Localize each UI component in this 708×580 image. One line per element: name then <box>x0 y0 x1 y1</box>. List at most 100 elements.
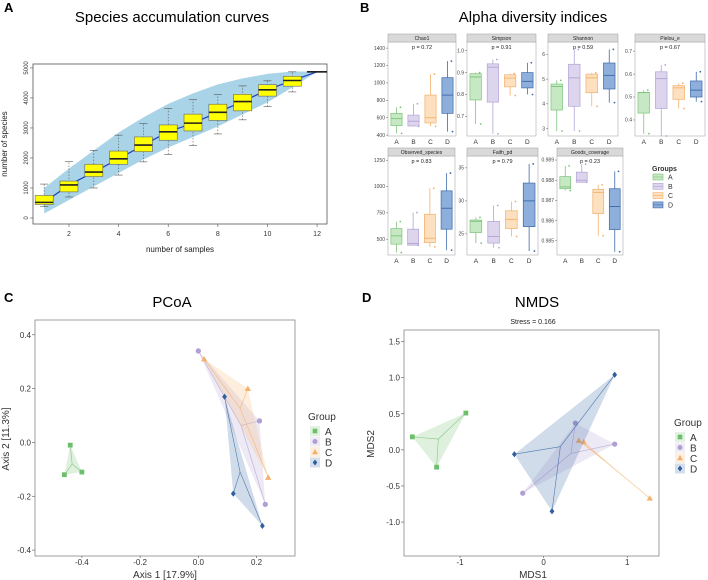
data-point <box>495 58 498 61</box>
legend-label: B <box>668 184 673 191</box>
x-tick-label: B <box>659 139 663 146</box>
x-tick-label: 12 <box>313 231 321 238</box>
group-hull <box>514 374 615 512</box>
y-tick-label: 0 <box>24 216 30 220</box>
x-tick-label: C <box>428 139 433 146</box>
data-point <box>532 163 535 165</box>
box-c <box>504 74 517 88</box>
box-a <box>559 176 572 190</box>
x-tick-label: D <box>445 139 450 146</box>
point-triangle <box>677 455 683 461</box>
point-diamond <box>612 371 618 378</box>
spider-line <box>438 412 467 440</box>
chart-title-a: Species accumulation curves <box>75 9 269 26</box>
box <box>84 163 104 177</box>
facet-strip <box>387 147 456 157</box>
data-point <box>568 165 570 167</box>
y-tick-label: 1250 <box>374 158 385 164</box>
y-axis-label-a: number of species <box>0 111 9 176</box>
data-point <box>699 70 702 73</box>
x-tick-label: A <box>474 258 479 265</box>
facet-title: Observed_species <box>401 150 443 156</box>
group-hull <box>64 445 82 475</box>
accumulation-chart: 2 4 6 8 10 12 0 1000 2000 3000 4000 5000 <box>24 61 328 238</box>
data-point <box>433 73 436 76</box>
series-c <box>201 355 272 480</box>
spider-line <box>198 350 242 426</box>
x-tick-label: B <box>411 139 415 146</box>
box-d <box>690 80 703 98</box>
spider-line <box>436 439 439 468</box>
x-tick-label: -0.2 <box>133 558 147 567</box>
legend-label: A <box>690 433 697 444</box>
facet-faith-pd: Faith_pdp = 0.79 25 30 35 A B C D <box>458 147 539 265</box>
legend-title-d: Group <box>674 418 702 429</box>
facet-strip <box>387 33 457 43</box>
data-point <box>450 60 453 63</box>
box-d <box>603 62 616 90</box>
y-tick-label: 0.6 <box>625 72 632 78</box>
panel-label-d: D <box>362 290 371 305</box>
legend-item-a: A <box>310 426 332 438</box>
x-tick-label: B <box>411 258 415 265</box>
x-tick-label: B <box>491 258 495 265</box>
point-diamond <box>230 490 236 497</box>
y-tick-label: -0.2 <box>17 492 31 501</box>
point-square <box>312 428 318 434</box>
box-c <box>592 188 605 214</box>
x-tick-label: A <box>642 139 647 146</box>
x-tick-label: 0.0 <box>193 558 205 567</box>
data-point <box>479 123 482 125</box>
series-d <box>511 371 618 515</box>
y-tick-label: 5 <box>542 77 545 83</box>
panel-b: B Alpha diversity indices Chao1 p = 0.72 4… <box>360 0 706 265</box>
point-square <box>409 434 415 440</box>
x-tick-label: A <box>394 139 399 146</box>
y-tick-label: 500 <box>377 237 386 243</box>
data-point <box>602 234 605 237</box>
point-circle <box>612 441 618 447</box>
box-d <box>521 72 534 89</box>
point-diamond <box>677 465 683 472</box>
facet-simpson: Simpson p = 0.91 0.7 0.8 0.9 1.0 A B C D <box>457 33 537 146</box>
point-circle <box>520 490 526 496</box>
y-tick-label: 1.0 <box>457 48 464 54</box>
chart-title-b: Alpha diversity indices <box>459 9 607 26</box>
facet-chao1: Chao1 p = 0.72 400 600 800 1000 1200 1400 A B C D <box>374 33 457 146</box>
legend-item-d: D <box>310 457 332 470</box>
data-point <box>480 242 483 245</box>
point-triangle <box>244 385 251 392</box>
data-point <box>432 187 435 190</box>
chart-subtitle-d: Stress = 0.166 <box>510 319 555 326</box>
y-tick-label: 30 <box>458 199 464 205</box>
data-point <box>577 48 580 51</box>
panel-label-a: A <box>4 0 14 15</box>
facet-title: Pielou_e <box>660 36 680 42</box>
data-point <box>400 251 403 254</box>
spider-line <box>203 358 241 409</box>
data-point <box>533 250 536 252</box>
y-axis-label-c: Axis 2 [11.3%] <box>1 407 12 470</box>
y-tick-label: 0.7 <box>457 114 464 120</box>
chart-title-d: NMDS <box>515 294 559 311</box>
legend-label: C <box>668 193 673 200</box>
box-d <box>608 188 621 230</box>
legend-label: A <box>668 175 673 182</box>
y-tick-label: 4 <box>542 102 545 108</box>
x-tick-label: B <box>572 139 576 146</box>
data-point <box>681 82 684 85</box>
x-tick-label: 4 <box>117 231 121 238</box>
panel-label-b: B <box>360 0 369 15</box>
spider-line <box>514 446 561 455</box>
y-tick-label: 35 <box>458 166 464 172</box>
facet-strip <box>466 33 537 43</box>
x-tick-label: A <box>473 139 478 146</box>
legend-label: B <box>325 438 332 449</box>
y-tick-label: -0.5 <box>386 482 400 491</box>
spider-line <box>239 388 249 409</box>
data-point <box>416 102 419 105</box>
legend-label: C <box>325 448 332 459</box>
box <box>59 180 79 193</box>
x-tick-label: D <box>607 139 612 146</box>
